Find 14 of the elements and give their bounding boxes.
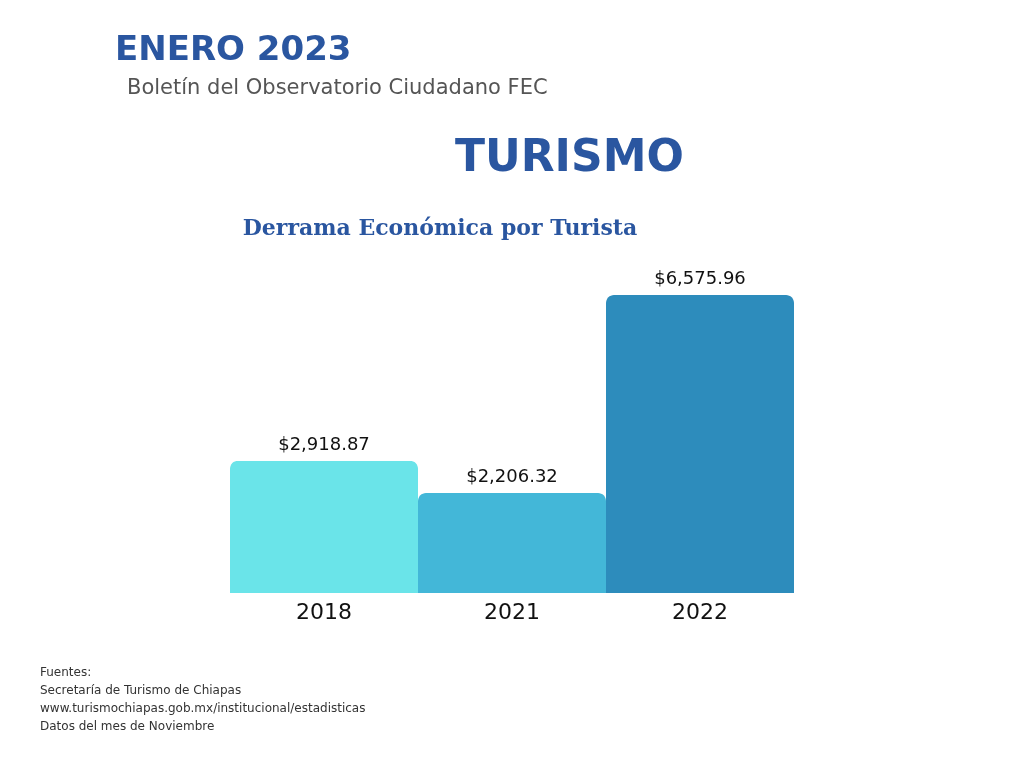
x-tick-label: 2022 xyxy=(672,598,728,624)
text: www.turismochiapas.gob.mx/institucional/estadisticas xyxy=(40,701,366,715)
data-label: $2,918.87 xyxy=(278,432,370,454)
text: Secretaría de Turismo de Chiapas xyxy=(40,683,242,697)
x-tick-label: 2021 xyxy=(484,598,540,624)
x-tick-label: 2018 xyxy=(296,598,352,624)
text: TURISMO xyxy=(455,130,684,181)
source-note: Fuentes: xyxy=(40,665,92,679)
chart-subtitle: Boletín del Observatorio Ciudadano FEC xyxy=(127,75,548,99)
text: Datos del mes de Noviembre xyxy=(40,719,215,733)
chart-title: ENERO 2023 xyxy=(115,28,352,68)
data-label: $2,206.32 xyxy=(466,465,558,487)
data-label: $6,575.96 xyxy=(654,267,746,288)
text: Derrama Económica por Turista xyxy=(242,214,638,240)
